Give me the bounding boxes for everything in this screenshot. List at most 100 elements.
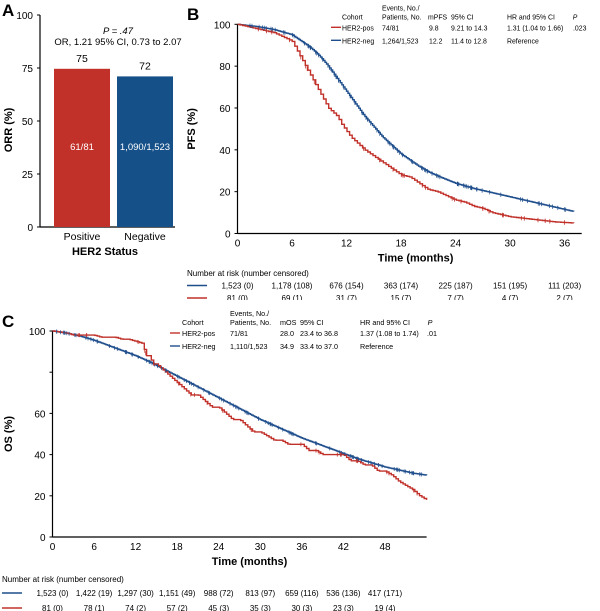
svg-text:75: 75 (76, 53, 88, 65)
svg-text:Time (months): Time (months) (378, 253, 454, 265)
svg-text:78 (1): 78 (1) (84, 604, 105, 611)
svg-text:P: P (573, 14, 578, 21)
svg-text:1,523 (0): 1,523 (0) (36, 589, 68, 598)
svg-text:60: 60 (34, 409, 46, 420)
svg-text:Events, No./: Events, No./ (382, 5, 420, 12)
svg-text:HR and 95% CI: HR and 95% CI (507, 14, 555, 21)
svg-text:1.37 (1.08 to 1.74): 1.37 (1.08 to 1.74) (360, 329, 419, 338)
svg-text:81 (0): 81 (0) (227, 294, 248, 300)
svg-text:151 (195): 151 (195) (493, 282, 528, 291)
svg-text:ORR (%): ORR (%) (3, 107, 15, 152)
svg-text:Number at risk (number censore: Number at risk (number censored) (187, 269, 309, 278)
svg-text:2 (7): 2 (7) (556, 294, 573, 300)
svg-text:676 (154): 676 (154) (329, 282, 364, 291)
svg-text:6: 6 (91, 542, 97, 553)
svg-text:.023: .023 (573, 25, 587, 32)
svg-text:363 (174): 363 (174) (384, 282, 419, 291)
svg-text:988 (72): 988 (72) (204, 589, 234, 598)
svg-text:P: P (428, 318, 433, 327)
svg-text:75: 75 (22, 64, 34, 75)
svg-text:25: 25 (22, 170, 34, 181)
svg-text:0: 0 (27, 223, 33, 234)
svg-text:HER2-pos: HER2-pos (182, 329, 216, 338)
svg-text:45 (3): 45 (3) (208, 604, 229, 611)
svg-text:50: 50 (22, 117, 34, 128)
svg-text:1,264/1,523: 1,264/1,523 (382, 38, 419, 45)
svg-text:A: A (2, 1, 14, 20)
svg-text:1,297 (30): 1,297 (30) (117, 589, 154, 598)
svg-text:HER2-neg: HER2-neg (342, 38, 374, 45)
svg-text:95% CI: 95% CI (451, 14, 474, 21)
svg-text:OR, 1.21 95% CI, 0.73 to 2.07: OR, 1.21 95% CI, 0.73 to 2.07 (54, 37, 181, 48)
svg-text:42: 42 (338, 542, 350, 553)
svg-text:30: 30 (255, 542, 267, 553)
svg-text:225 (187): 225 (187) (438, 282, 473, 291)
svg-text:.01: .01 (427, 329, 437, 338)
svg-text:1,178 (108): 1,178 (108) (272, 282, 313, 291)
svg-text:28.0: 28.0 (280, 329, 294, 338)
svg-text:0: 0 (225, 230, 231, 241)
svg-text:60: 60 (219, 104, 231, 115)
svg-text:23.4 to 36.8: 23.4 to 36.8 (300, 329, 338, 338)
svg-text:24: 24 (213, 542, 225, 553)
svg-text:1.31 (1.04 to 1.66): 1.31 (1.04 to 1.66) (507, 25, 563, 32)
svg-text:1,523 (0): 1,523 (0) (221, 282, 253, 291)
svg-text:0: 0 (50, 542, 56, 553)
svg-text:36: 36 (296, 542, 308, 553)
svg-text:1,151 (49): 1,151 (49) (159, 589, 196, 598)
svg-text:Negative: Negative (124, 231, 166, 243)
svg-text:23 (3): 23 (3) (333, 604, 354, 611)
svg-text:12.2: 12.2 (429, 38, 443, 45)
svg-text:74 (2): 74 (2) (125, 604, 146, 611)
svg-text:24: 24 (450, 239, 462, 250)
svg-text:1,422 (19): 1,422 (19) (76, 589, 113, 598)
svg-text:30 (3): 30 (3) (291, 604, 312, 611)
svg-text:33.4 to 37.0: 33.4 to 37.0 (300, 342, 338, 351)
svg-text:9.8: 9.8 (429, 25, 439, 32)
svg-text:Patients, No.: Patients, No. (382, 14, 422, 21)
svg-text:659 (116): 659 (116) (285, 589, 319, 598)
svg-text:HR and 95% CI: HR and 95% CI (360, 318, 410, 327)
svg-text:35 (3): 35 (3) (250, 604, 271, 611)
svg-text:34.9: 34.9 (280, 342, 294, 351)
svg-text:111 (203): 111 (203) (548, 282, 581, 291)
svg-text:OS (%): OS (%) (3, 416, 15, 452)
svg-text:72: 72 (139, 61, 151, 73)
svg-text:100: 100 (16, 11, 33, 22)
svg-text:31 (7): 31 (7) (336, 294, 357, 300)
svg-text:15 (7): 15 (7) (391, 294, 412, 300)
svg-text:80: 80 (34, 305, 46, 308)
svg-text:80: 80 (219, 62, 231, 73)
svg-text:74/81: 74/81 (382, 25, 399, 32)
svg-text:Events, No./: Events, No./ (230, 309, 269, 318)
svg-text:81 (0): 81 (0) (42, 604, 63, 611)
svg-text:69 (1): 69 (1) (282, 294, 303, 300)
svg-text:1,090/1,523: 1,090/1,523 (120, 142, 170, 153)
svg-text:1,110/1,523: 1,110/1,523 (230, 342, 267, 351)
svg-text:mOS: mOS (280, 318, 297, 327)
svg-text:813 (97): 813 (97) (245, 589, 275, 598)
svg-text:Cohort: Cohort (342, 14, 363, 21)
svg-text:C: C (2, 312, 14, 331)
svg-text:12: 12 (341, 239, 353, 250)
svg-text:HER2-neg: HER2-neg (182, 342, 216, 351)
svg-text:100: 100 (214, 20, 231, 31)
svg-text:Reference: Reference (360, 342, 393, 351)
svg-text:P = .47: P = .47 (103, 26, 134, 37)
svg-text:Number at risk (number censore: Number at risk (number censored) (2, 575, 124, 584)
svg-text:417 (171): 417 (171) (368, 589, 403, 598)
svg-text:536 (136): 536 (136) (326, 589, 361, 598)
svg-text:0: 0 (40, 533, 46, 544)
svg-text:18: 18 (395, 239, 407, 250)
svg-text:6: 6 (289, 239, 295, 250)
svg-text:19 (4): 19 (4) (375, 604, 396, 611)
svg-text:100: 100 (29, 327, 46, 338)
svg-text:61/81: 61/81 (70, 142, 94, 153)
svg-text:71/81: 71/81 (230, 329, 248, 338)
svg-text:9.21 to 14.3: 9.21 to 14.3 (451, 25, 488, 32)
svg-text:48: 48 (379, 542, 391, 553)
svg-text:B: B (187, 5, 199, 24)
svg-text:Patients, No.: Patients, No. (230, 318, 271, 327)
svg-text:40: 40 (219, 146, 231, 157)
svg-text:PFS (%): PFS (%) (186, 108, 198, 150)
